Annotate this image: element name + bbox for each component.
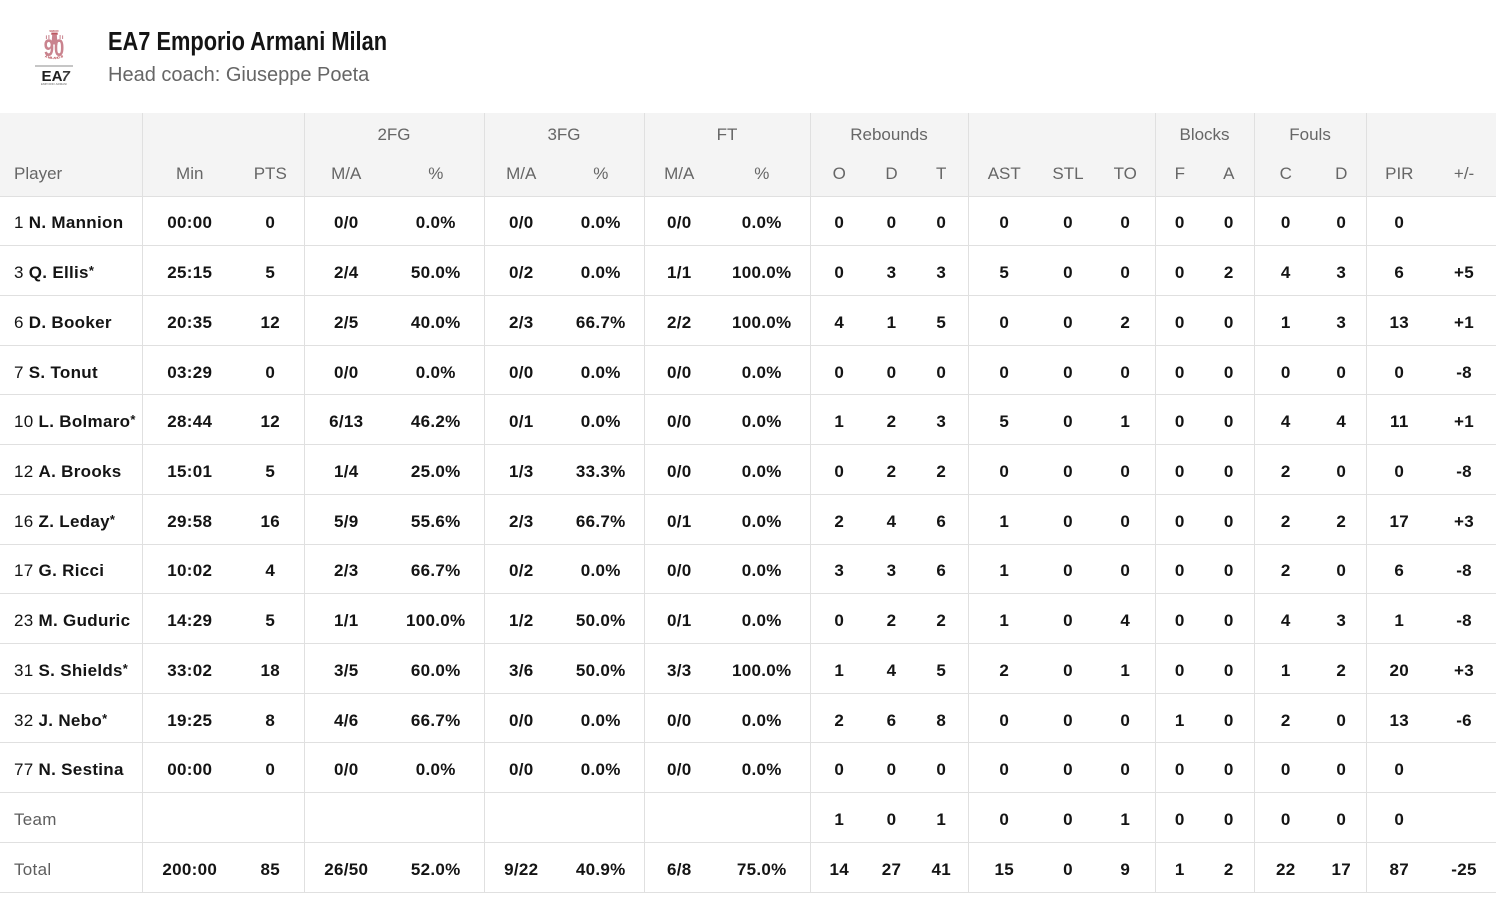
svg-text:90: 90 bbox=[44, 35, 65, 62]
svg-text:7: 7 bbox=[62, 69, 71, 85]
svg-text:EA: EA bbox=[42, 69, 64, 85]
svg-text:MCMXXXVI: MCMXXXVI bbox=[50, 29, 59, 33]
svg-text:EMPORIO ARMANI: EMPORIO ARMANI bbox=[41, 82, 67, 86]
svg-text:A·MILANO·B: A·MILANO·B bbox=[44, 54, 64, 60]
